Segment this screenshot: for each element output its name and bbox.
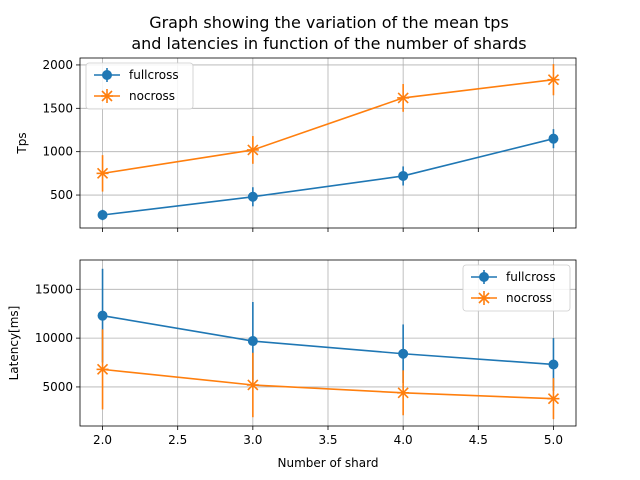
point-fullcross: [398, 348, 409, 359]
x-tick-label: 3.0: [243, 433, 262, 447]
axes-frame: [79, 57, 577, 229]
legend-label-nocross: nocross: [129, 89, 175, 103]
point-nocross: [397, 387, 410, 399]
series-line-fullcross: [102, 314, 554, 366]
point-fullcross: [97, 209, 108, 220]
chart-title-line-2: and latencies in function of the number …: [131, 34, 526, 53]
axes-frame: [79, 259, 577, 427]
x-tick-label: 2.0: [93, 433, 112, 447]
y-axis-label: Tps: [15, 132, 29, 154]
y-tick-label: 10000: [35, 331, 73, 345]
y-tick-label: 2000: [42, 58, 73, 72]
y-tick-label: 5000: [42, 380, 73, 394]
point-nocross: [96, 167, 109, 179]
point-fullcross: [548, 133, 559, 144]
y-tick-label: 15000: [35, 282, 73, 296]
legend-label-fullcross: fullcross: [506, 270, 556, 284]
series-line-fullcross: [102, 137, 554, 216]
point-fullcross: [247, 336, 258, 347]
series-line-nocross: [102, 78, 554, 175]
point-nocross: [246, 379, 259, 391]
tps-panel: 500 1000 1500 2000 Tps fullcross nocross: [15, 57, 577, 232]
point-nocross: [547, 74, 560, 86]
legend-marker-fullcross: [479, 272, 489, 282]
point-nocross: [246, 144, 259, 156]
x-tick-label: 3.5: [318, 433, 337, 447]
x-tick-label: 2.5: [168, 433, 187, 447]
point-fullcross: [548, 359, 559, 370]
y-tick-label: 1500: [42, 101, 73, 115]
legend: fullcross nocross: [85, 62, 194, 110]
point-nocross: [397, 92, 410, 104]
x-tick-label: 4.0: [394, 433, 413, 447]
point-fullcross: [398, 170, 409, 181]
chart-title-line-1: Graph showing the variation of the mean …: [149, 13, 509, 32]
point-fullcross: [247, 191, 258, 202]
legend: fullcross nocross: [462, 264, 571, 312]
series-line-nocross: [102, 368, 554, 400]
legend-label-nocross: nocross: [506, 291, 552, 305]
x-axis-label: Number of shard: [278, 456, 379, 470]
y-tick-label: 500: [50, 188, 73, 202]
x-tick-label: 5.0: [544, 433, 563, 447]
x-tick-label: 4.5: [469, 433, 488, 447]
point-nocross: [547, 393, 560, 405]
legend-label-fullcross: fullcross: [129, 68, 179, 82]
point-fullcross: [97, 310, 108, 321]
legend-marker-fullcross: [102, 70, 112, 80]
point-nocross: [96, 363, 109, 375]
y-tick-label: 1000: [42, 145, 73, 159]
legend-marker-nocross: [478, 292, 490, 304]
latency-panel: 2.0 2.5 3.0 3.5 4.0 4.5 5.0 5000 10000 15000 Laten…: [7, 259, 577, 447]
y-axis-label: Latency[ms]: [7, 306, 21, 381]
legend-marker-nocross: [101, 90, 113, 102]
